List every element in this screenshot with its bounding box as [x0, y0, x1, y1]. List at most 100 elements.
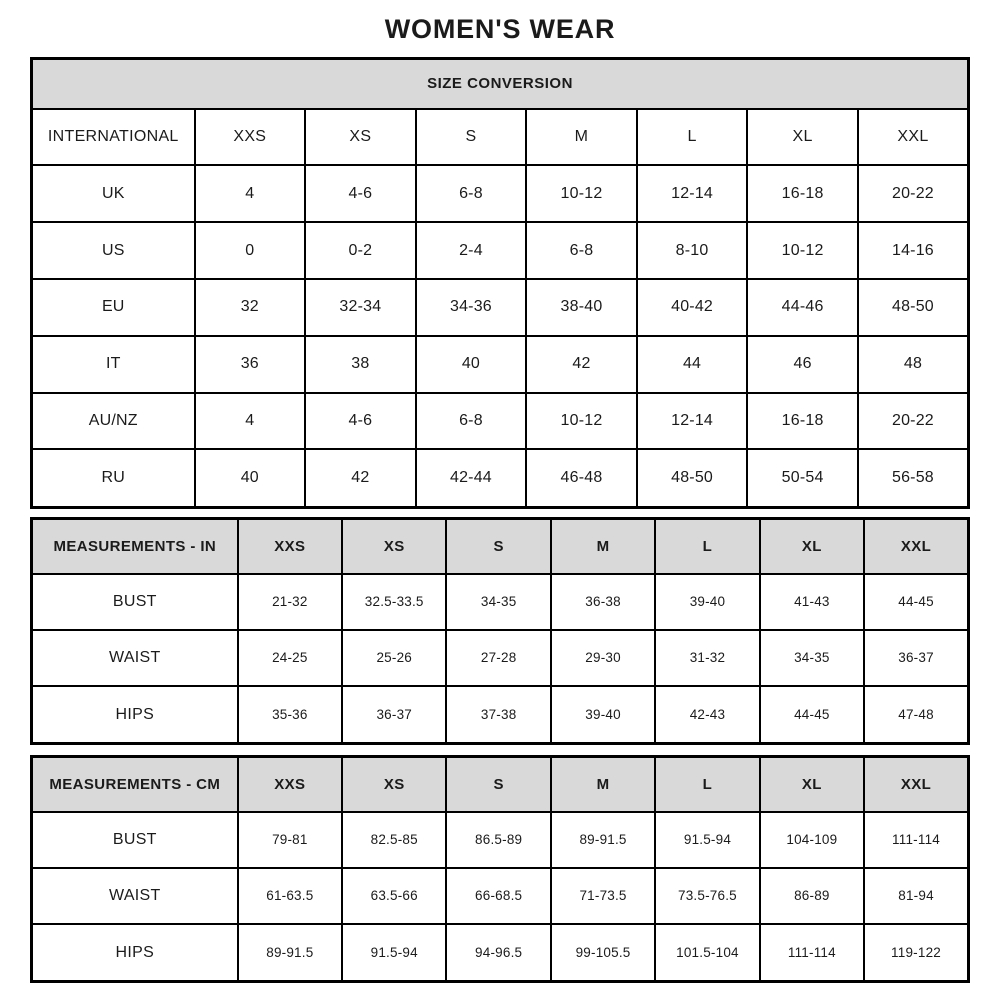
row-label-cell: WAIST — [30, 628, 239, 688]
value-cell: 71-73.5 — [549, 866, 657, 926]
column-header-row: INTERNATIONAL XXS XS S M L XL XXL — [30, 107, 970, 167]
table-row: BUST 79-81 82.5-85 86.5-89 89-91.5 91.5-94 104… — [30, 810, 970, 869]
column-header-cell: XS — [341, 755, 448, 813]
value-cell: 111-114 — [863, 810, 970, 869]
column-header-cell: XXS — [193, 107, 307, 167]
row-label-cell: EU — [30, 277, 196, 337]
value-cell: 34-36 — [414, 277, 528, 337]
table-row: WAIST 24-25 25-26 27-28 29-30 31-32 34-35 36-37 — [30, 628, 970, 688]
column-header-cell: XXL — [863, 517, 970, 575]
column-header-cell: MEASUREMENTS - IN — [30, 517, 239, 575]
row-label-cell: AU/NZ — [30, 391, 196, 451]
column-header-cell: XXS — [236, 517, 344, 575]
value-cell: 12-14 — [635, 391, 749, 451]
value-cell: 63.5-66 — [341, 866, 448, 926]
size-conversion-table: SIZE CONVERSION INTERNATIONAL XXS XS S M L XL XX… — [30, 57, 970, 509]
value-cell: 10-12 — [525, 391, 638, 451]
row-label-cell: HIPS — [30, 923, 239, 983]
value-cell: 44 — [635, 334, 749, 394]
value-cell: 40 — [414, 334, 528, 394]
column-header-cell: L — [654, 755, 761, 813]
value-cell: 29-30 — [549, 628, 657, 688]
value-cell: 111-114 — [758, 923, 866, 983]
row-label-cell: RU — [30, 448, 196, 509]
column-header-cell: M — [525, 107, 638, 167]
row-label-cell: WAIST — [30, 866, 239, 926]
table-row: HIPS 35-36 36-37 37-38 39-40 42-43 44-45 47-48 — [30, 685, 970, 745]
value-cell: 44-45 — [758, 685, 866, 745]
value-cell: 39-40 — [654, 572, 761, 631]
table-band-header: SIZE CONVERSION — [30, 57, 970, 110]
page-title: WOMEN'S WEAR — [384, 14, 616, 44]
value-cell: 104-109 — [758, 810, 866, 869]
value-cell: 39-40 — [549, 685, 657, 745]
value-cell: 35-36 — [236, 685, 344, 745]
value-cell: 38-40 — [525, 277, 638, 337]
row-label-cell: UK — [30, 164, 196, 224]
value-cell: 16-18 — [746, 164, 859, 224]
table-row: UK 4 4-6 6-8 10-12 12-14 16-18 20-22 — [30, 164, 970, 224]
value-cell: 20-22 — [856, 391, 970, 451]
value-cell: 4 — [193, 391, 307, 451]
value-cell: 37-38 — [445, 685, 552, 745]
value-cell: 14-16 — [856, 221, 970, 280]
value-cell: 86.5-89 — [445, 810, 552, 869]
value-cell: 89-91.5 — [549, 810, 657, 869]
value-cell: 42-44 — [414, 448, 528, 509]
value-cell: 0-2 — [304, 221, 417, 280]
value-cell: 73.5-76.5 — [654, 866, 761, 926]
value-cell: 4-6 — [304, 391, 417, 451]
measurements-in-table: MEASUREMENTS - IN XXS XS S M L XL XXL BUST 21-32 3… — [30, 517, 970, 745]
value-cell: 81-94 — [863, 866, 970, 926]
column-header-cell: XXL — [863, 755, 970, 813]
column-header-cell: XS — [304, 107, 417, 167]
column-header-cell: INTERNATIONAL — [30, 107, 196, 167]
value-cell: 48-50 — [635, 448, 749, 509]
value-cell: 2-4 — [414, 221, 528, 280]
value-cell: 0 — [193, 221, 307, 280]
value-cell: 46-48 — [525, 448, 638, 509]
value-cell: 36-38 — [549, 572, 657, 631]
column-header-row: MEASUREMENTS - CM XXS XS S M L XL XXL — [30, 755, 970, 813]
value-cell: 119-122 — [863, 923, 970, 983]
value-cell: 36 — [193, 334, 307, 394]
value-cell: 48-50 — [856, 277, 970, 337]
value-cell: 44-45 — [863, 572, 970, 631]
row-label-cell: IT — [30, 334, 196, 394]
measurements-cm-table: MEASUREMENTS - CM XXS XS S M L XL XXL BUST 79-81 8… — [30, 755, 970, 983]
value-cell: 101.5-104 — [654, 923, 761, 983]
column-header-cell: M — [549, 755, 657, 813]
value-cell: 48 — [856, 334, 970, 394]
value-cell: 6-8 — [525, 221, 638, 280]
value-cell: 42 — [304, 448, 417, 509]
column-header-cell: XS — [341, 517, 448, 575]
column-header-cell: MEASUREMENTS - CM — [30, 755, 239, 813]
value-cell: 6-8 — [414, 164, 528, 224]
value-cell: 86-89 — [758, 866, 866, 926]
value-cell: 61-63.5 — [236, 866, 344, 926]
value-cell: 40-42 — [635, 277, 749, 337]
value-cell: 91.5-94 — [654, 810, 761, 869]
value-cell: 6-8 — [414, 391, 528, 451]
column-header-cell: XL — [758, 517, 866, 575]
table-row: WAIST 61-63.5 63.5-66 66-68.5 71-73.5 73.5-76… — [30, 866, 970, 926]
value-cell: 36-37 — [341, 685, 448, 745]
value-cell: 50-54 — [746, 448, 859, 509]
column-header-cell: S — [445, 517, 552, 575]
column-header-cell: S — [445, 755, 552, 813]
column-header-cell: XL — [746, 107, 859, 167]
value-cell: 12-14 — [635, 164, 749, 224]
column-header-cell: XXL — [856, 107, 970, 167]
value-cell: 25-26 — [341, 628, 448, 688]
table-band-row: SIZE CONVERSION — [30, 57, 970, 110]
value-cell: 32 — [193, 277, 307, 337]
row-label-cell: HIPS — [30, 685, 239, 745]
column-header-row: MEASUREMENTS - IN XXS XS S M L XL XXL — [30, 517, 970, 575]
value-cell: 56-58 — [856, 448, 970, 509]
value-cell: 41-43 — [758, 572, 866, 631]
value-cell: 46 — [746, 334, 859, 394]
value-cell: 66-68.5 — [445, 866, 552, 926]
value-cell: 24-25 — [236, 628, 344, 688]
value-cell: 32-34 — [304, 277, 417, 337]
